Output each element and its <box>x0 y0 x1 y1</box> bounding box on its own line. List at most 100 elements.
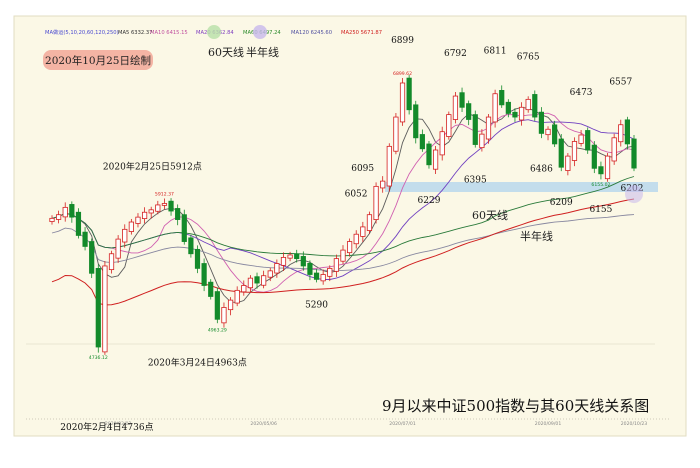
x-tick-4: 2020/10/23 <box>621 421 648 427</box>
value-label-3: 4736.12 <box>89 355 108 361</box>
candle-body-13 <box>135 216 141 224</box>
candle-body-6 <box>89 241 95 274</box>
candle-body-21 <box>188 237 194 255</box>
value-label-2: 4963.29 <box>208 327 227 333</box>
annotations: 2020年2月25日5912点 2020年3月24日4963点 2020年2月4日4… <box>60 36 643 433</box>
candle-body-25 <box>214 291 220 320</box>
candle-body-36 <box>287 254 293 259</box>
annotation-5: 6095 <box>351 164 374 174</box>
candle-body-35 <box>280 257 287 266</box>
candle-body-75 <box>545 128 551 136</box>
candle-body-85 <box>611 137 617 162</box>
candle-body-83 <box>598 166 604 175</box>
candle-body-1 <box>56 214 62 220</box>
candle-body-34 <box>274 263 280 274</box>
candle-body-84 <box>604 155 611 180</box>
candle-body-55 <box>413 104 419 139</box>
ma-legend-item-5: MA120 6245.60 <box>291 30 332 36</box>
candle-body-14 <box>141 211 148 220</box>
ma120-line <box>51 214 635 272</box>
candle-body-11 <box>122 228 128 243</box>
candle-body-80 <box>578 134 584 144</box>
ma60-highlight-circle <box>207 25 221 39</box>
annotation-14: 6209 <box>550 198 573 208</box>
candle-body-16 <box>155 204 161 212</box>
candle-body-4 <box>75 211 82 236</box>
candle-body-26 <box>221 307 227 324</box>
candle-body-2 <box>62 206 68 218</box>
candle-body-3 <box>69 204 75 218</box>
candle-body-74 <box>538 111 545 134</box>
candle-body-48 <box>366 214 373 231</box>
candle-body-19 <box>175 208 181 220</box>
annotation-0: 2020年2月25日5912点 <box>103 160 202 172</box>
candle-body-33 <box>267 270 273 278</box>
candle-body-52 <box>393 116 399 152</box>
candle-body-70 <box>512 111 518 118</box>
candle-body-68 <box>499 90 505 106</box>
ma-legend-item-2: MA10 6415.15 <box>150 30 188 36</box>
candle-body-73 <box>532 94 538 118</box>
candle-body-28 <box>234 289 240 304</box>
x-tick-2: 2020/07/01 <box>389 421 416 427</box>
candle-body-64 <box>472 114 478 145</box>
candle-body-51 <box>386 145 392 187</box>
candle-body-53 <box>399 82 406 123</box>
candle-body-59 <box>439 131 445 156</box>
candle-body-71 <box>518 106 525 121</box>
annotation-1: 2020年3月24日4963点 <box>148 356 247 368</box>
candle-body-72 <box>525 98 531 111</box>
candle-body-8 <box>102 265 108 353</box>
candle-body-20 <box>181 214 187 242</box>
value-label-1: 6899.62 <box>393 71 412 77</box>
ma-legend-item-6: MA250 5671.87 <box>341 30 382 36</box>
candle-body-12 <box>128 221 134 232</box>
candle-body-76 <box>552 124 558 145</box>
ma120-highlight-circle <box>253 25 267 39</box>
half-year-line-label: 半年线 <box>520 229 553 243</box>
candle-body-54 <box>406 77 412 111</box>
annotation-10: 6395 <box>464 176 487 186</box>
x-ticks: 2020/03/02 2020/05/06 2020/07/01 2020/09/01… <box>105 421 647 427</box>
candle-body-29 <box>241 285 247 293</box>
candle-body-56 <box>419 134 425 150</box>
ma-legend: MA做运(5,10,20,60,120,250) MA5 6332.37MA10 … <box>45 25 382 39</box>
candle-body-49 <box>373 185 379 220</box>
x-tick-1: 2020/05/06 <box>250 421 277 427</box>
drawn-date-label: 2020年10月25日绘制 <box>45 54 151 67</box>
candle-body-69 <box>505 101 511 114</box>
ma-legend-item-1: MA5 6332.37 <box>118 30 152 36</box>
annotation-3: 5290 <box>305 300 328 310</box>
candle-body-40 <box>313 272 320 280</box>
candle-body-43 <box>333 258 339 272</box>
candle-body-10 <box>115 238 121 259</box>
candle-body-17 <box>161 203 168 206</box>
annotation-4: 6052 <box>345 189 368 199</box>
annotation-12: 6486 <box>530 164 553 174</box>
candles <box>49 75 637 355</box>
candle-body-63 <box>466 103 472 120</box>
candle-body-77 <box>558 138 564 168</box>
candle-body-22 <box>194 248 201 269</box>
annotation-16: 6155 <box>589 205 612 215</box>
candle-body-88 <box>631 138 637 169</box>
candle-body-41 <box>320 274 326 282</box>
header-half-year-label: 半年线 <box>246 45 279 59</box>
chart-background <box>13 15 687 437</box>
candle-body-61 <box>452 95 459 120</box>
candle-body-86 <box>618 124 624 143</box>
support-band <box>385 182 658 192</box>
candle-body-58 <box>432 149 439 170</box>
candle-body-9 <box>108 253 115 271</box>
candle-body-31 <box>254 276 260 284</box>
drawn-date-pill <box>43 50 153 70</box>
candle-body-50 <box>380 180 386 189</box>
candle-body-60 <box>446 114 452 137</box>
candle-body-45 <box>347 241 353 254</box>
annotation-15: 6557 <box>609 78 632 88</box>
value-label-4: 6155.02 <box>591 182 610 188</box>
candle-body-87 <box>624 119 630 145</box>
candle-body-44 <box>340 249 346 262</box>
